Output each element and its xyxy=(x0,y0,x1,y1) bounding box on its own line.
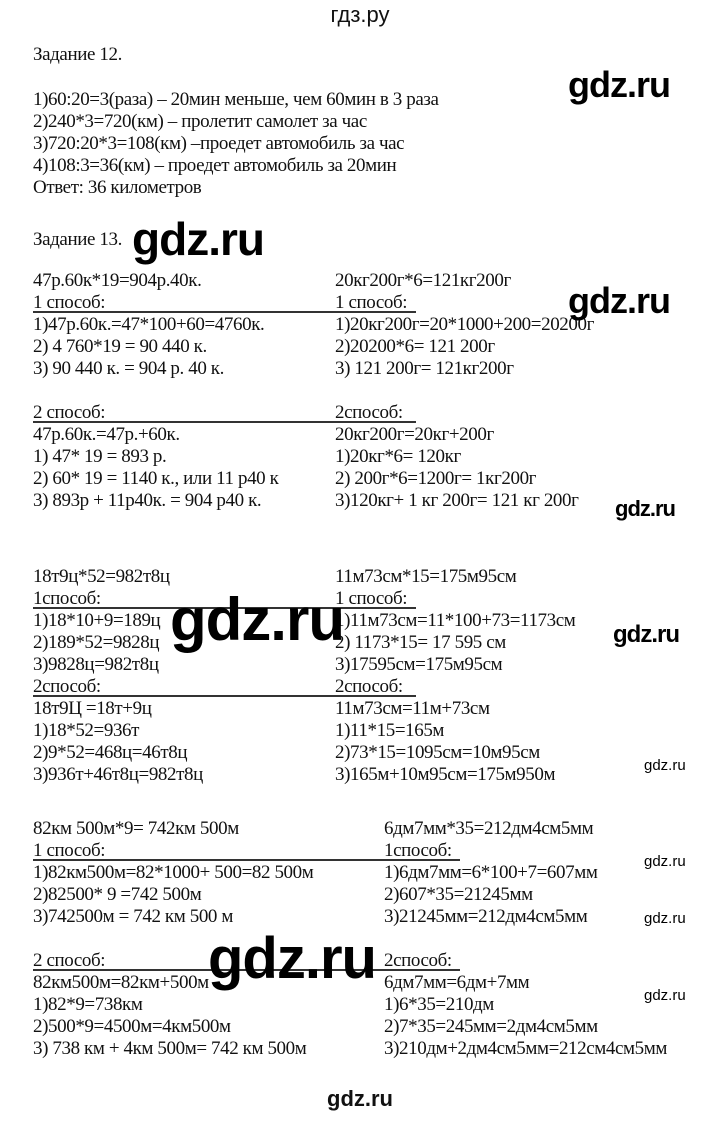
right-column-text: 2) 1173*15= 17 595 см xyxy=(335,632,506,653)
task12-title: Задание 12. xyxy=(33,44,122,65)
right-column-text: 6дм7мм*35=212дм4см5мм xyxy=(384,818,594,839)
left-column-text: 2)82500* 9 =742 500м xyxy=(33,884,202,905)
left-column-text: 1)82км500м=82*1000+ 500=82 500м xyxy=(33,862,314,883)
left-column-text: 47р.60к*19=904р.40к. xyxy=(33,270,202,291)
left-column-text: 2)189*52=9828ц xyxy=(33,632,160,653)
right-column-text: 20кг200г*6=121кг200г xyxy=(335,270,511,291)
right-column-text: 1)20кг*6= 120кг xyxy=(335,446,461,467)
right-column-text: 3)120кг+ 1 кг 200г= 121 кг 200г xyxy=(335,490,579,511)
solution-line: 2)240*3=720(км) – пролетит самолет за ча… xyxy=(33,111,367,132)
task12-solution: 1)60:20=3(раза) – 20мин меньше, чем 60ми… xyxy=(33,89,439,199)
right-column-text: 6дм7мм=6дм+7мм xyxy=(384,972,530,993)
underline-divider xyxy=(33,969,460,971)
right-column-text: 3) 121 200г= 121кг200г xyxy=(335,358,514,379)
left-column-text: 1)18*52=936т xyxy=(33,720,140,741)
right-column-text: 3)17595см=175м95см xyxy=(335,654,503,675)
watermark-logo: gdz.ru xyxy=(208,926,377,991)
right-column-text: 3)21245мм=212дм4см5мм xyxy=(384,906,588,927)
watermark-logo: gdz.ru xyxy=(615,496,676,521)
right-column-text: 1)11м73см=11*100+73=1173см xyxy=(335,610,576,631)
site-header: гдз.ру xyxy=(330,2,390,27)
watermark-logo: gdz.ru xyxy=(132,213,265,265)
right-column-text: 1способ: xyxy=(384,840,452,861)
right-column-text: 2)7*35=245мм=2дм4см5мм xyxy=(384,1016,598,1037)
right-column-text: 20кг200г=20кг+200г xyxy=(335,424,494,445)
underline-divider xyxy=(33,311,416,313)
site-footer: gdz.ru xyxy=(327,1086,393,1111)
watermark-logo: gdz.ru xyxy=(568,64,671,105)
left-column-text: 18т9ц*52=982т8ц xyxy=(33,566,170,587)
right-column-text: 1)20кг200г=20*1000+200=20200г xyxy=(335,314,594,335)
left-column-text: 1 способ: xyxy=(33,292,106,313)
right-column-text: 1 способ: xyxy=(335,588,408,609)
left-column-text: 1способ: xyxy=(33,588,101,609)
watermark-logo: gdz.ru xyxy=(644,853,686,870)
solution-line: 1)60:20=3(раза) – 20мин меньше, чем 60ми… xyxy=(33,89,439,110)
right-column-text: 2)607*35=21245мм xyxy=(384,884,533,905)
left-column-text: 47р.60к.=47р.+60к. xyxy=(33,424,180,445)
right-column-text: 2способ: xyxy=(335,402,403,423)
right-column-text: 1)11*15=165м xyxy=(335,720,445,741)
underline-divider xyxy=(33,607,416,609)
watermark-logo: gdz.ru xyxy=(644,757,686,774)
watermark-logo: gdz.ru xyxy=(644,910,686,927)
left-column-text: 2 способ: xyxy=(33,402,106,423)
left-column-text: 3)9828ц=982т8ц xyxy=(33,654,159,675)
left-column-text: 2) 4 760*19 = 90 440 к. xyxy=(33,336,207,357)
left-column-text: 1) 47* 19 = 893 р. xyxy=(33,446,167,467)
right-column-text: 11м73см*15=175м95см xyxy=(335,566,517,587)
task13-title: Задание 13. xyxy=(33,229,122,250)
left-column-text: 1)47р.60к.=47*100+60=4760к. xyxy=(33,314,265,335)
left-column-text: 3) 893р + 11р40к. = 904 р40 к. xyxy=(33,490,262,511)
right-column-text: 11м73см=11м+73см xyxy=(335,698,490,719)
left-column-text: 3)936т+46т8ц=982т8ц xyxy=(33,764,203,785)
left-column-text: 2способ: xyxy=(33,676,101,697)
solution-line: 4)108:3=36(км) – проедет автомобиль за 2… xyxy=(33,155,397,176)
right-column-text: 2) 200г*6=1200г= 1кг200г xyxy=(335,468,537,489)
right-column-text: 1 способ: xyxy=(335,292,408,313)
solution-line: 3)720:20*3=108(км) –проедет автомобиль з… xyxy=(33,133,405,154)
left-column-text: 1 способ: xyxy=(33,840,106,861)
left-column-text: 2) 60* 19 = 1140 к., или 11 р40 к xyxy=(33,468,279,489)
right-column-text: 2способ: xyxy=(384,950,452,971)
left-column-text: 82км 500м*9= 742км 500м xyxy=(33,818,239,839)
right-column-text: 1)6*35=210дм xyxy=(384,994,494,1015)
left-column-text: 3)742500м = 742 км 500 м xyxy=(33,906,233,927)
left-column-text: 3) 90 440 к. = 904 р. 40 к. xyxy=(33,358,224,379)
underline-divider xyxy=(33,421,416,423)
left-column-text: 2)500*9=4500м=4км500м xyxy=(33,1016,231,1037)
right-column-text: 3)165м+10м95см=175м950м xyxy=(335,764,556,785)
underline-divider xyxy=(33,859,460,861)
left-column-text: 1)82*9=738км xyxy=(33,994,143,1015)
watermark-logo: gdz.ru xyxy=(568,280,671,321)
left-column-text: 82км500м=82км+500м xyxy=(33,972,209,993)
watermark-logo: gdz.ru xyxy=(613,621,680,648)
left-column-text: 1)18*10+9=189ц xyxy=(33,610,161,631)
left-column-text: 18т9Ц =18т+9ц xyxy=(33,698,152,719)
right-column-text: 3)210дм+2дм4см5мм=212см4см5мм xyxy=(384,1038,668,1059)
answer-line: Ответ: 36 километров xyxy=(33,177,202,198)
left-column-text: 2)9*52=468ц=46т8ц xyxy=(33,742,188,763)
right-column-text: 2способ: xyxy=(335,676,403,697)
right-column-text: 2)20200*6= 121 200г xyxy=(335,336,495,357)
left-column-text: 2 способ: xyxy=(33,950,106,971)
watermark-logo: gdz.ru xyxy=(644,987,686,1004)
left-column-text: 3) 738 км + 4км 500м= 742 км 500м xyxy=(33,1038,307,1059)
watermark-logo: gdz.ru xyxy=(170,586,345,653)
right-column-text: 2)73*15=1095см=10м95см xyxy=(335,742,540,763)
right-column-text: 1)6дм7мм=6*100+7=607мм xyxy=(384,862,598,883)
underline-divider xyxy=(33,695,416,697)
